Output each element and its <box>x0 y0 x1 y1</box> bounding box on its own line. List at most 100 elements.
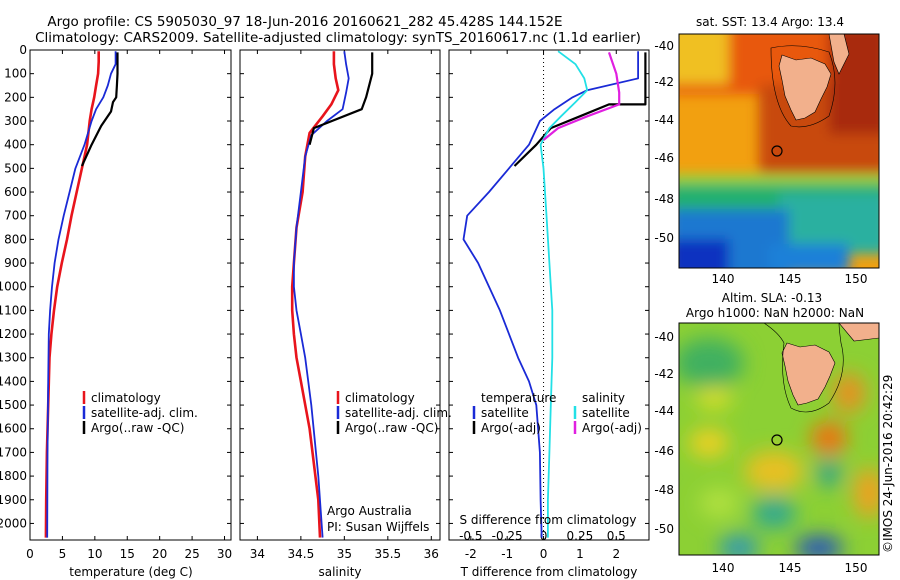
sst-lon-label: 150 <box>845 272 868 286</box>
series-line-satellite-adj-clim- <box>46 51 117 538</box>
profile-lines <box>44 50 647 538</box>
sst-field-shading <box>679 34 879 268</box>
sst-map-frame <box>678 33 880 269</box>
sla-lat-label: -40 <box>654 330 674 344</box>
sst-lat-label: -44 <box>654 113 674 127</box>
depth-tick-label: 400 <box>4 138 27 152</box>
depth-tick-label: 1500 <box>0 398 27 412</box>
x-tick-label: 1 <box>576 547 584 561</box>
x2-tick-label: -0.5 <box>459 529 482 543</box>
x2-tick-label: 0.5 <box>607 529 626 543</box>
x2-tick-label: -0.25 <box>492 529 523 543</box>
sla-lat-label: -48 <box>654 483 674 497</box>
sst-argo-marker <box>771 145 783 157</box>
x-tick-label: 35 <box>337 547 352 561</box>
legend-heading-salinity: salinity <box>582 391 625 405</box>
series-line-satellite-adj-clim- <box>292 51 350 538</box>
temperature-legend: climatology satellite-adj. clim. Argo(..… <box>82 391 198 435</box>
x-tick-label: 36 <box>424 547 439 561</box>
x-axis-ticks: 0 5 10 15 20 25 30 34 34.5 35 35.5 36 -2 -1 0 1 2 -0.5 -0.… <box>26 50 626 561</box>
imos-credit: ©IMOS 24-Jun-2016 20:42:29 <box>881 375 895 553</box>
difference-panel-frame <box>448 49 650 541</box>
sst-map-lat-labels: -40 -42 -44 -46 -48 -50 <box>654 39 674 245</box>
sst-lat-label: -42 <box>654 75 674 89</box>
depth-tick-label: 1200 <box>0 327 27 341</box>
difference-xlabel: T difference from climatology <box>460 565 638 579</box>
sla-map-title-line1: Altim. SLA: -0.13 <box>722 291 822 305</box>
sla-lon-label: 140 <box>712 561 735 575</box>
figure-title-line2: Climatology: CARS2009. Satellite-adjuste… <box>35 30 641 46</box>
sla-lon-label: 150 <box>845 561 868 575</box>
sst-lat-label: -46 <box>654 151 674 165</box>
x-tick-label: 0 <box>26 547 34 561</box>
sla-field-shading <box>679 338 879 555</box>
series-line-argo-raw-qc- <box>80 52 119 167</box>
x-tick-label: -2 <box>465 547 477 561</box>
sla-map <box>679 323 879 555</box>
x-tick-label: 25 <box>184 547 199 561</box>
series-line-temperature-satellite <box>462 51 639 538</box>
tasmania-landmass <box>781 342 836 406</box>
series-line-argo-raw-qc- <box>308 52 374 145</box>
legend-label-s-satellite: satellite <box>582 406 630 420</box>
salinity-legend: climatology satellite-adj. clim. Argo(..… <box>336 391 452 435</box>
series-line-climatology <box>290 51 340 538</box>
series-line-salinity-satellite <box>539 50 589 538</box>
depth-axis-ticks: 0 100 200 300 400 500 600 700 800 900 1000 1100 1200… <box>0 43 649 530</box>
x-tick-label: 15 <box>120 547 135 561</box>
argo-australia-label: Argo Australia <box>327 504 412 518</box>
sla-lat-label: -44 <box>654 404 674 418</box>
depth-tick-label: 1800 <box>0 469 27 483</box>
legend-label-satellite: satellite-adj. clim. <box>345 406 452 420</box>
x-tick-label: 30 <box>217 547 232 561</box>
salinity-panel-frame <box>239 49 441 541</box>
sst-lon-label: 145 <box>779 272 802 286</box>
sst-lat-label: -48 <box>654 192 674 206</box>
sst-lat-label: -50 <box>654 231 674 245</box>
x-tick-label: 35.5 <box>374 547 401 561</box>
depth-tick-label: 700 <box>4 209 27 223</box>
depth-tick-label: 900 <box>4 256 27 270</box>
sla-lon-label: 145 <box>779 561 802 575</box>
legend-label-satellite: satellite-adj. clim. <box>91 406 198 420</box>
depth-tick-label: 800 <box>4 232 27 246</box>
x-tick-label: 20 <box>152 547 167 561</box>
x-tick-label: -1 <box>501 547 513 561</box>
legend-label-climatology: climatology <box>345 391 415 405</box>
depth-tick-label: 200 <box>4 90 27 104</box>
sst-lon-label: 140 <box>712 272 735 286</box>
depth-tick-label: 1600 <box>0 422 27 436</box>
sla-map-title-line2: Argo h1000: NaN h2000: NaN <box>686 306 864 320</box>
shelf-contour <box>770 45 836 128</box>
depth-tick-label: 1100 <box>0 303 27 317</box>
depth-tick-label: 600 <box>4 185 27 199</box>
difference-legend: temperature satellite Argo(-adj) salinit… <box>472 391 642 435</box>
sla-map-lon-labels: 140 145 150 <box>712 561 868 575</box>
sla-lat-label: -46 <box>654 444 674 458</box>
tasmania-landmass <box>778 54 832 121</box>
depth-tick-label: 1300 <box>0 351 27 365</box>
depth-tick-label: 1900 <box>0 493 27 507</box>
sla-argo-marker <box>771 434 783 446</box>
legend-label-t-satellite: satellite <box>481 406 529 420</box>
difference-xlabel2: S difference from climatology <box>460 513 637 527</box>
salinity-xlabel: salinity <box>318 565 361 579</box>
bathymetry-contour <box>763 323 844 413</box>
depth-tick-label: 1400 <box>0 374 27 388</box>
temperature-panel-frame <box>29 49 232 541</box>
legend-label-argo: Argo(..raw -QC) <box>91 421 184 435</box>
legend-label-s-argo: Argo(-adj) <box>582 421 642 435</box>
x2-tick-label: 0 <box>540 529 548 543</box>
x2-tick-label: 0.25 <box>567 529 594 543</box>
legend-label-climatology: climatology <box>91 391 161 405</box>
sla-map-lat-labels: -40 -42 -44 -46 -48 -50 <box>654 330 674 536</box>
series-line-salinity-argo-adj- <box>542 52 621 141</box>
legend-label-argo: Argo(..raw -QC) <box>345 421 438 435</box>
depth-tick-label: 300 <box>4 114 27 128</box>
depth-tick-label: 100 <box>4 67 27 81</box>
depth-tick-label: 0 <box>19 43 27 57</box>
depth-tick-label: 500 <box>4 161 27 175</box>
x-tick-label: 34 <box>250 547 265 561</box>
x-tick-label: 2 <box>612 547 620 561</box>
